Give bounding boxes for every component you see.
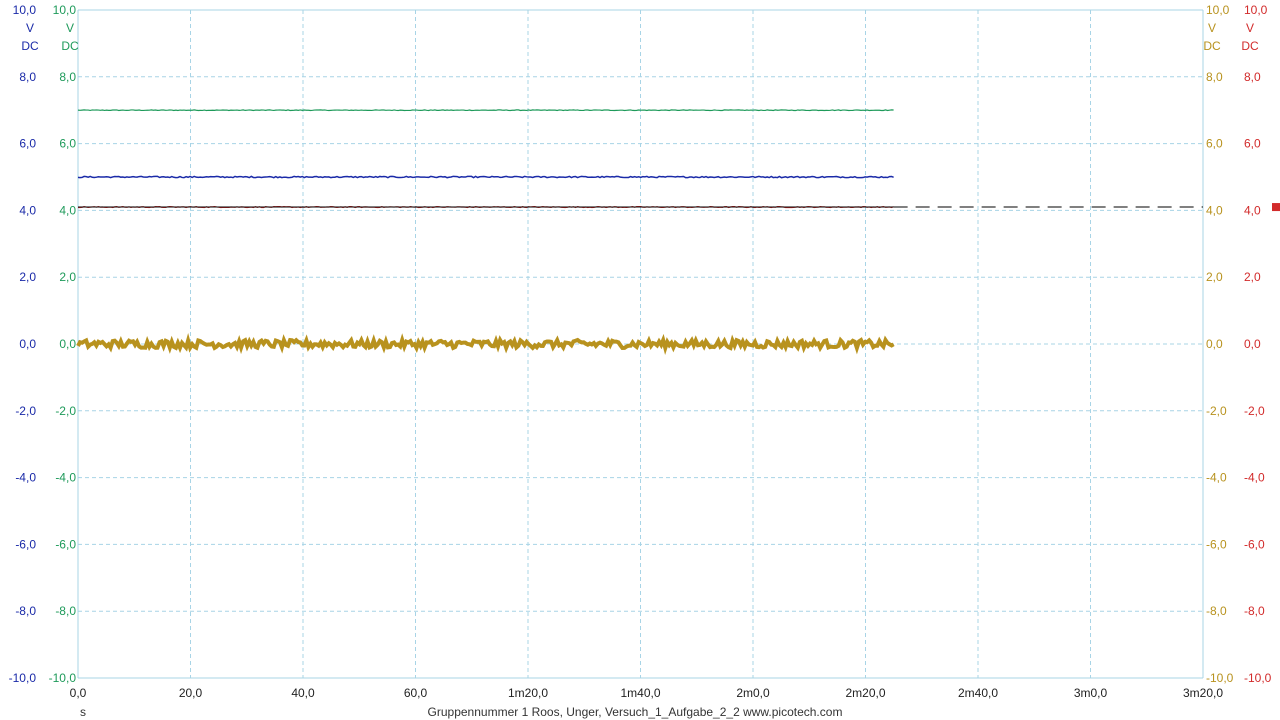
series-trace-0 xyxy=(77,109,894,112)
y-tick-label: 8,0 xyxy=(19,70,36,84)
y-tick-label: 6,0 xyxy=(1206,137,1223,151)
y-tick-label: 8,0 xyxy=(1206,70,1223,84)
y-tick-label: -10,0 xyxy=(9,671,37,685)
y-tick-label: -4,0 xyxy=(1206,471,1227,485)
y-tick-label: -4,0 xyxy=(1244,471,1265,485)
y-unit-label: V xyxy=(66,21,74,35)
x-tick-label: 2m20,0 xyxy=(845,686,885,700)
right-axes: 10,0 V DC 8,0 6,0 4,0 2,0 0,0 -2,0 -4,0 -6,0 -8,0 -1… xyxy=(1203,3,1271,685)
y-tick-label: -4,0 xyxy=(55,471,76,485)
y-tick-label: -2,0 xyxy=(1206,404,1227,418)
y-tick-label: 10,0 xyxy=(1244,3,1268,17)
y-unit-label: V xyxy=(1246,21,1254,35)
y-tick-label: -8,0 xyxy=(1244,604,1265,618)
y-coupling-label: DC xyxy=(21,39,39,53)
y-tick-label: -10,0 xyxy=(1206,671,1234,685)
x-tick-label: 20,0 xyxy=(179,686,203,700)
x-tick-label: 40,0 xyxy=(291,686,315,700)
y-tick-label: 4,0 xyxy=(1244,203,1261,217)
trigger-group xyxy=(78,203,1280,212)
y-tick-label: 4,0 xyxy=(19,203,36,217)
y-tick-label: 0,0 xyxy=(59,337,76,351)
y-tick-label: 10,0 xyxy=(13,3,37,17)
x-tick-label: 1m20,0 xyxy=(508,686,548,700)
y-tick-label: 2,0 xyxy=(19,270,36,284)
y-tick-label: 0,0 xyxy=(1206,337,1223,351)
y-tick-label: 4,0 xyxy=(59,203,76,217)
footer-caption: Gruppennummer 1 Roos, Unger, Versuch_1_A… xyxy=(428,705,843,719)
y-tick-label: -8,0 xyxy=(55,604,76,618)
y-tick-label: 10,0 xyxy=(53,3,77,17)
y-tick-label: -6,0 xyxy=(1206,537,1227,551)
x-tick-label: 3m0,0 xyxy=(1074,686,1108,700)
y-tick-label: -8,0 xyxy=(1206,604,1227,618)
series-trace-3 xyxy=(76,332,895,355)
x-tick-label: 2m0,0 xyxy=(736,686,770,700)
y-coupling-label: DC xyxy=(61,39,79,53)
x-tick-label: 0,0 xyxy=(70,686,87,700)
y-tick-label: 8,0 xyxy=(59,70,76,84)
series-group xyxy=(76,109,895,355)
y-tick-label: -4,0 xyxy=(15,471,36,485)
y-tick-label: 0,0 xyxy=(19,337,36,351)
trigger-marker-icon xyxy=(1272,203,1280,212)
y-unit-label: V xyxy=(1208,21,1216,35)
y-tick-label: -10,0 xyxy=(1244,671,1272,685)
y-tick-label: 6,0 xyxy=(19,137,36,151)
y-tick-label: -8,0 xyxy=(15,604,36,618)
y-tick-label: -10,0 xyxy=(49,671,77,685)
y-unit-label: V xyxy=(26,21,34,35)
series-trace-1 xyxy=(77,175,894,179)
y-tick-label: 10,0 xyxy=(1206,3,1230,17)
x-tick-label: 3m20,0 xyxy=(1183,686,1223,700)
y-tick-label: 4,0 xyxy=(1206,203,1223,217)
y-tick-label: 2,0 xyxy=(1206,270,1223,284)
left-axes: 10,0 V DC 8,0 6,0 4,0 2,0 0,0 -2,0 -4,0 -6,0 -8,0 -1… xyxy=(9,3,79,685)
y-tick-label: -2,0 xyxy=(55,404,76,418)
y-tick-label: -2,0 xyxy=(15,404,36,418)
x-unit-label: s xyxy=(80,705,86,719)
x-tick-label: 1m40,0 xyxy=(620,686,660,700)
y-tick-label: -6,0 xyxy=(55,537,76,551)
y-tick-label: 2,0 xyxy=(59,270,76,284)
y-tick-label: 6,0 xyxy=(1244,137,1261,151)
y-tick-label: 6,0 xyxy=(59,137,76,151)
y-coupling-label: DC xyxy=(1241,39,1259,53)
y-tick-label: -2,0 xyxy=(1244,404,1265,418)
y-tick-label: 0,0 xyxy=(1244,337,1261,351)
y-tick-label: 8,0 xyxy=(1244,70,1261,84)
x-axis: 0,0 20,0 40,0 60,0 1m20,0 1m40,0 2m0,0 2m20,0 2m… xyxy=(70,686,1224,700)
y-tick-label: -6,0 xyxy=(15,537,36,551)
x-tick-label: 60,0 xyxy=(404,686,428,700)
y-tick-label: -6,0 xyxy=(1244,537,1265,551)
y-tick-label: 2,0 xyxy=(1244,270,1261,284)
x-tick-label: 2m40,0 xyxy=(958,686,998,700)
y-coupling-label: DC xyxy=(1203,39,1221,53)
